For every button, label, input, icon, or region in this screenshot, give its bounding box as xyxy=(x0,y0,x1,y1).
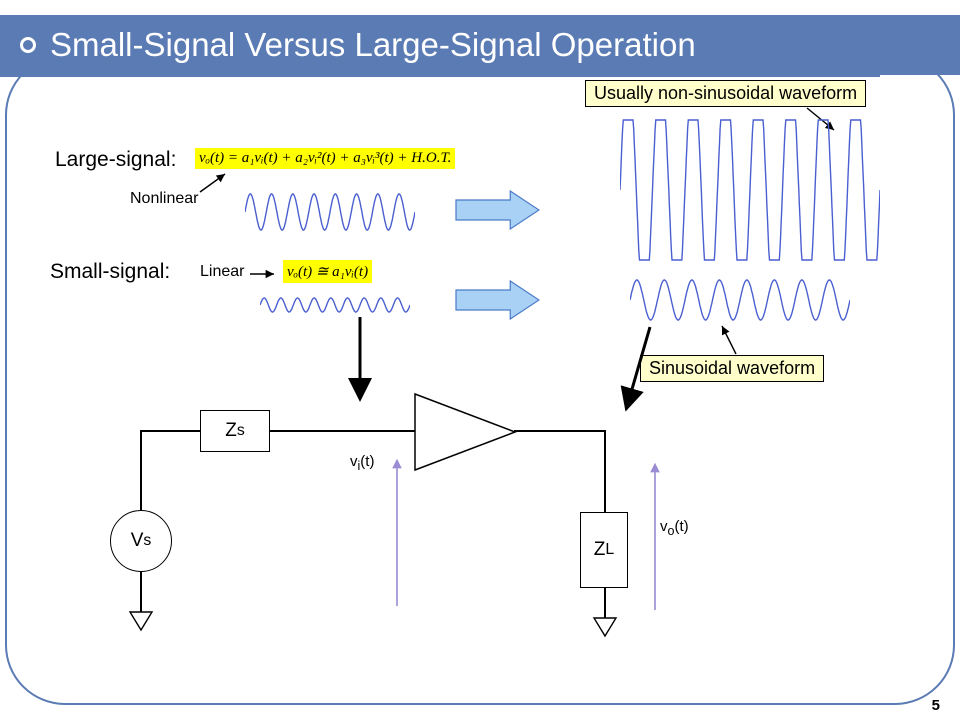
nonlinear-label: Nonlinear xyxy=(130,190,198,208)
wire xyxy=(140,430,200,432)
vi-label: vi(t) xyxy=(350,453,374,473)
block-arrow-small xyxy=(455,280,540,320)
callout-arrow-sinusoidal xyxy=(716,322,746,356)
wire xyxy=(270,430,415,432)
content-area: Usually non-sinusoidal waveform Sinusoid… xyxy=(0,100,960,720)
page-number: 5 xyxy=(932,697,940,714)
input-to-circuit-arrow xyxy=(345,315,375,405)
waveform-small-output xyxy=(630,275,850,325)
small-signal-label: Small-signal: xyxy=(50,260,170,284)
wire xyxy=(140,430,142,510)
callout-sinusoidal: Sinusoidal waveform xyxy=(640,355,824,382)
vs-symbol: V xyxy=(131,530,144,552)
linear-label: Linear xyxy=(200,263,244,281)
impedance-zl: ZL xyxy=(580,512,628,588)
ground-icon xyxy=(592,616,618,638)
zl-symbol: Z xyxy=(594,539,606,561)
title-bullet-icon xyxy=(20,37,36,53)
waveform-large-output xyxy=(620,115,880,265)
title-band: Small-Signal Versus Large-Signal Operati… xyxy=(0,15,960,75)
title-underline-thin xyxy=(0,75,880,77)
wire xyxy=(604,430,606,512)
waveform-large-input xyxy=(245,190,415,234)
wire xyxy=(604,588,606,618)
large-signal-label: Large-signal: xyxy=(55,148,176,172)
vs-sub: s xyxy=(143,532,151,550)
amplifier-icon xyxy=(413,392,518,472)
wire xyxy=(140,572,142,612)
block-arrow-large xyxy=(455,190,540,230)
source-vs: Vs xyxy=(110,510,172,572)
impedance-zs: Zs xyxy=(200,410,270,452)
title-underline-thick xyxy=(0,68,880,72)
linear-arrow xyxy=(248,268,278,280)
vo-measure-arrow xyxy=(648,462,662,612)
eq-small: vₒ(t) ≅ a₁vᵢ(t) xyxy=(283,260,372,283)
eq-large: vₒ(t) = a₁vᵢ(t) + a₂vᵢ²(t) + a₃vᵢ³(t) + … xyxy=(195,148,455,169)
waveform-small-input xyxy=(260,295,410,315)
zs-symbol: Z xyxy=(225,420,237,442)
output-to-circuit-arrow xyxy=(620,325,660,415)
callout-nonsinusoidal: Usually non-sinusoidal waveform xyxy=(585,80,866,107)
vo-label: vo(t) xyxy=(660,518,689,538)
zs-sub: s xyxy=(237,422,245,440)
slide-title: Small-Signal Versus Large-Signal Operati… xyxy=(50,26,696,64)
nonlinear-arrow xyxy=(197,170,237,196)
vi-measure-arrow xyxy=(390,458,404,608)
ground-icon xyxy=(128,610,154,632)
zl-sub: L xyxy=(605,541,614,559)
wire xyxy=(514,430,604,432)
